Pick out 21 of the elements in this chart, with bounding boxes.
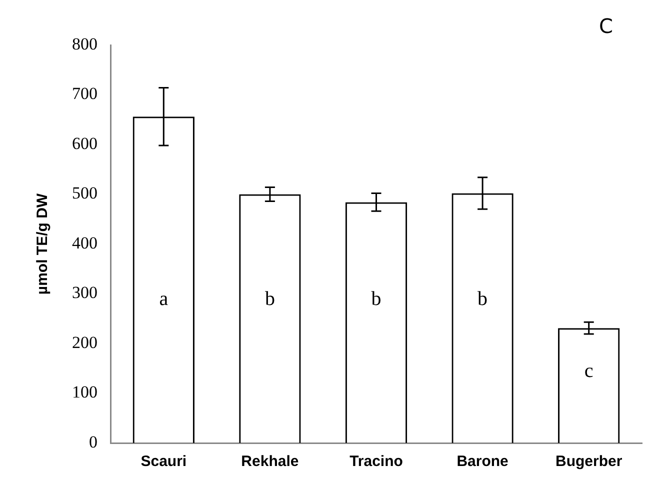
y-tick-label: 500 [72, 184, 98, 203]
x-tick-label: Tracino [350, 453, 403, 470]
x-tick-label: Bugerber [556, 453, 622, 470]
annotation: b [264, 288, 275, 310]
x-tick-label: Rekhale [241, 453, 299, 470]
text: C [599, 14, 613, 38]
annotation: b [371, 288, 382, 310]
annotation: a [159, 288, 168, 310]
annotation: b [478, 288, 488, 310]
y-tick-label: 700 [72, 84, 98, 104]
y-tick-label: 0 [89, 432, 98, 452]
y-tick-label: 200 [72, 332, 98, 352]
y-tick-label: 300 [72, 283, 98, 302]
annotation: c [584, 360, 594, 382]
y-tick-label: 800 [72, 34, 98, 54]
y-tick-label: 100 [72, 382, 98, 402]
y-tick-label: 600 [72, 134, 98, 153]
x-tick-label: Scauri [140, 453, 187, 470]
y-axis-title: µmol TE/g DW [34, 192, 52, 295]
y-tick-label: 400 [72, 233, 98, 252]
x-tick-label: Barone [456, 453, 508, 470]
